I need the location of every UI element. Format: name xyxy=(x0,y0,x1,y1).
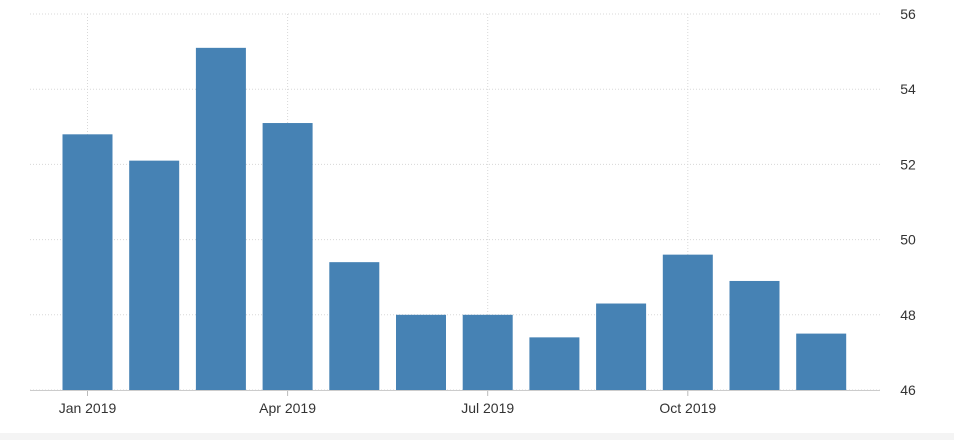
bar-layer xyxy=(62,47,847,391)
bar-2019-04 xyxy=(262,123,313,390)
bar-2019-09 xyxy=(596,303,647,390)
bar-2019-10 xyxy=(662,254,713,390)
x-tick-label: Jan 2019 xyxy=(59,400,117,416)
bar-2019-11 xyxy=(729,280,780,390)
label-layer: 56 54 52 50 48 46 Jan 2019 Apr 2019 Jul 2019 Oct … xyxy=(59,6,916,416)
bar-2019-01 xyxy=(62,134,113,390)
bar-2019-03 xyxy=(195,47,246,391)
bar-2019-06 xyxy=(396,314,446,390)
bar-2019-02 xyxy=(129,160,180,390)
bar-2019-08 xyxy=(529,337,580,390)
footer-strip xyxy=(0,433,954,440)
y-tick-label: 50 xyxy=(900,232,916,248)
x-tick-label: Oct 2019 xyxy=(659,400,716,416)
y-tick-label: 48 xyxy=(900,307,916,323)
y-tick-label: 46 xyxy=(900,382,916,398)
bar-2019-05 xyxy=(329,262,380,390)
x-tick-label: Apr 2019 xyxy=(259,400,316,416)
bar-2019-07 xyxy=(462,314,513,390)
y-tick-label: 52 xyxy=(900,156,916,172)
bar-2019-12 xyxy=(796,333,847,390)
y-tick-label: 56 xyxy=(900,6,916,22)
y-tick-label: 54 xyxy=(900,81,916,97)
x-tick-label: Jul 2019 xyxy=(461,400,514,416)
